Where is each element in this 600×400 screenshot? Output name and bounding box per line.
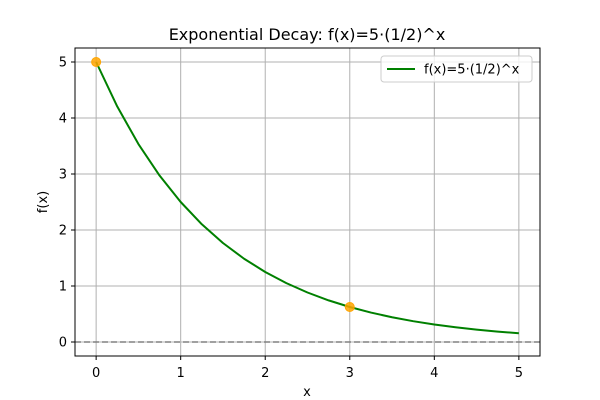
- series-line-0: [95, 61, 519, 335]
- plot-area: 0 1 2 3 4 5 0 1 2 3 4 5: [59, 47, 541, 381]
- legend-box: [380, 55, 533, 83]
- y-tick-label-3: 3: [59, 168, 67, 183]
- y-tick-label-4: 4: [59, 112, 67, 127]
- y-tick-label-0: 0: [59, 336, 67, 351]
- x-tick-label-5: 5: [515, 366, 523, 381]
- x-tick-label-3: 3: [346, 366, 354, 381]
- y-tick-label-1: 1: [59, 280, 67, 295]
- highlight-point-0: [91, 57, 102, 67]
- y-tick-label-5: 5: [59, 56, 67, 71]
- chart-title: Exponential Decay: f(x)=5·(1/2)^x: [169, 25, 446, 44]
- legend-label: f(x)=5·(1/2)^x: [424, 63, 520, 78]
- x-tick-label-1: 1: [177, 366, 185, 381]
- highlight-point-1: [344, 302, 355, 312]
- x-axis-label: x: [303, 385, 311, 400]
- y-tick-label-2: 2: [59, 224, 67, 239]
- legend: f(x)=5·(1/2)^x: [380, 55, 533, 83]
- y-axis-label: f(x): [36, 191, 51, 213]
- x-tick-label-2: 2: [261, 366, 269, 381]
- axes-frame: [74, 47, 541, 357]
- x-tick-label-4: 4: [430, 366, 438, 381]
- x-tick-label-0: 0: [92, 366, 100, 381]
